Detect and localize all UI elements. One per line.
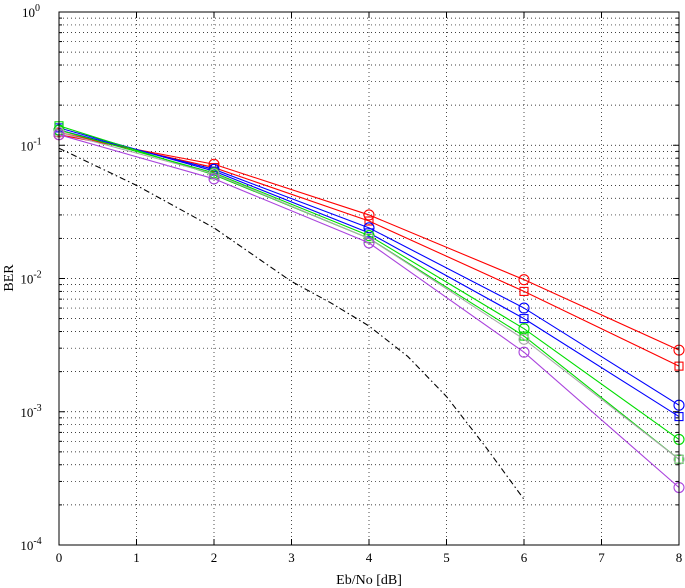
series-line [58,134,680,488]
data-point-circle [208,173,220,185]
series-line [58,131,680,367]
y-axis-label: BER [2,264,17,292]
x-tick-label: 6 [521,550,528,565]
series-line [58,129,680,406]
x-tick-label: 7 [598,550,605,565]
data-point-square [519,286,529,296]
series-7 [53,126,685,465]
y-tick-label: 10-2 [20,270,41,287]
x-tick-label: 8 [676,550,683,565]
data-point-circle [363,209,375,221]
x-tick-label: 5 [443,550,450,565]
series-line [58,131,680,460]
y-tick-label: 100 [22,3,40,20]
y-tick-label: 10-3 [20,403,41,420]
x-tick-label: 3 [288,550,295,565]
series-3 [53,124,685,411]
data-point-circle [518,346,530,358]
series-line [58,134,680,351]
y-tick-label: 10-1 [20,136,41,153]
series-1 [53,129,685,356]
grid [58,12,680,545]
x-tick-label: 0 [56,550,63,565]
series-layer [53,121,685,500]
data-point-circle [363,230,375,242]
x-tick-label: 2 [211,550,218,565]
data-point-circle [363,237,375,249]
x-tick-label: 4 [366,550,373,565]
data-point-circle [518,323,530,335]
data-point-circle [518,333,530,345]
y-tick-label: 10-4 [20,536,41,553]
data-point-square [364,216,374,226]
x-tick-label: 1 [133,550,140,565]
data-point-square [519,314,529,324]
x-axis-label: Eb/No [dB] [336,573,402,588]
data-point-circle [518,302,530,314]
ticks: 0 1 2 3 4 5 6 7 8 100 10-1 10-2 10-3 10-4 [20,3,682,565]
data-point-circle [518,274,530,286]
